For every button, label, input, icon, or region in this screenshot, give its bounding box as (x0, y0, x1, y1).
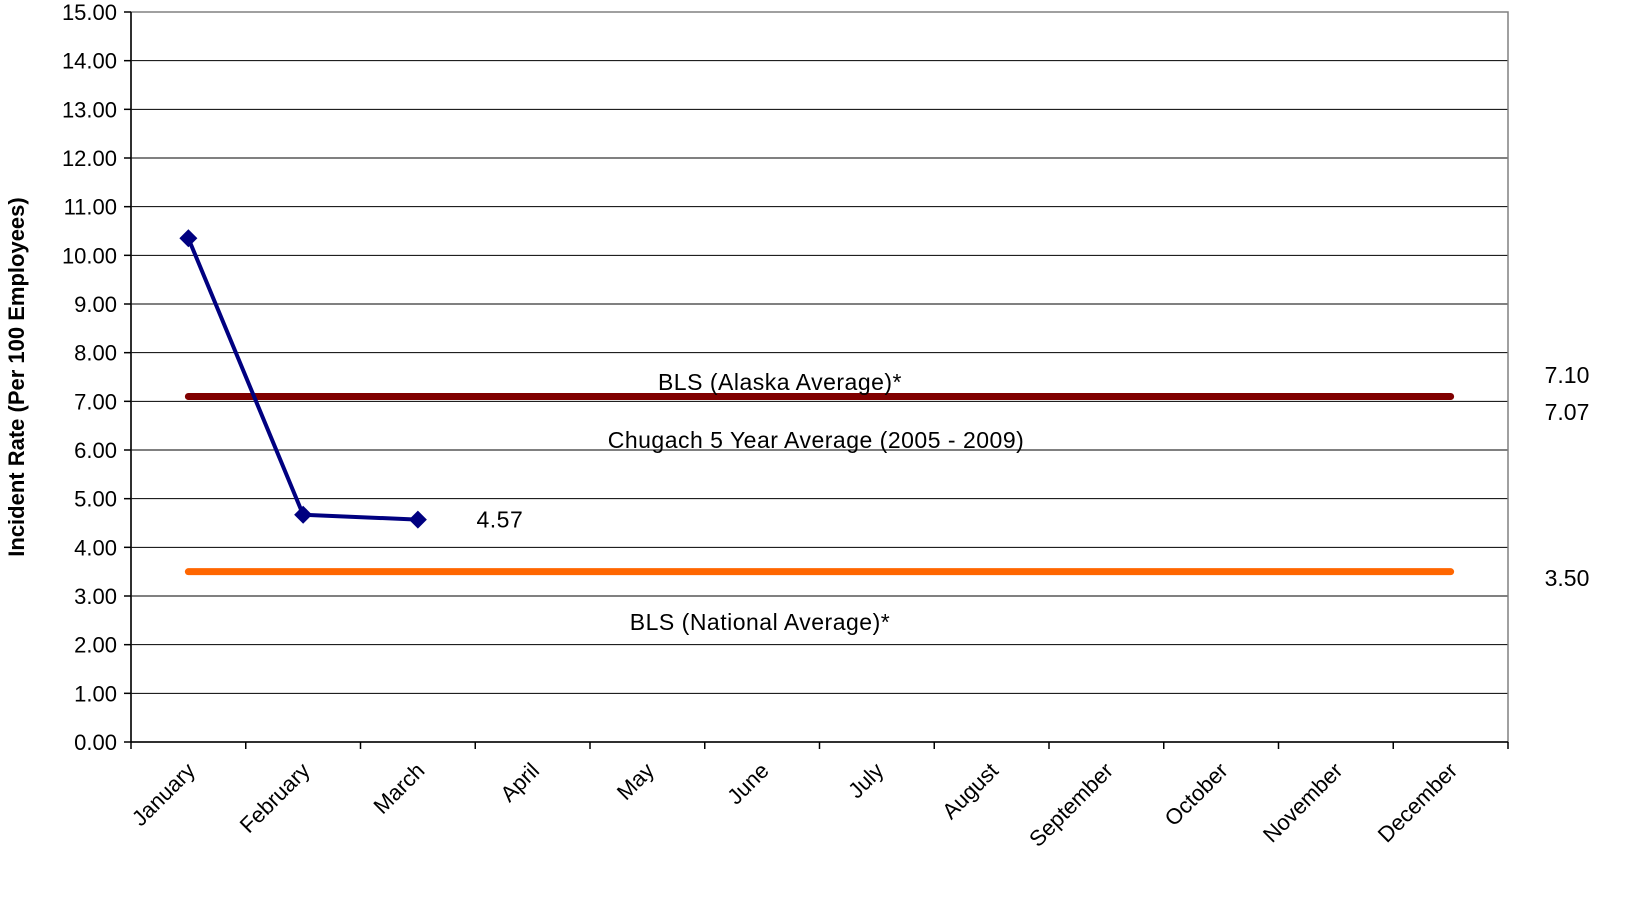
y-tick-label: 3.00 (74, 584, 117, 609)
y-tick-label: 14.00 (62, 49, 117, 74)
y-axis-ticks: 0.00 1.00 2.00 3.00 4.00 5.00 6.00 7.00 8.00 9.00… (62, 0, 131, 755)
annotation-layer: BLS (Alaska Average)* Chugach 5 Year Aver… (476, 362, 1589, 635)
y-tick-label: 10.00 (62, 243, 117, 268)
y-tick-label: 6.00 (74, 438, 117, 463)
x-tick-label: May (612, 758, 659, 805)
y-tick-label: 8.00 (74, 341, 117, 366)
y-tick-label: 11.00 (64, 195, 117, 220)
x-tick-label: August (937, 758, 1003, 824)
reference-value-label: 7.07 (1545, 399, 1590, 425)
series-line (186, 237, 418, 522)
x-tick-label: June (722, 758, 773, 809)
y-tick-label: 2.00 (74, 633, 117, 658)
y-tick-label: 12.00 (62, 146, 117, 171)
reference-line-label: BLS (Alaska Average)* (658, 369, 902, 395)
data-point (294, 505, 313, 524)
x-tick-label: November (1258, 758, 1347, 847)
gridlines (131, 11, 1508, 694)
reference-value-label: 3.50 (1545, 565, 1590, 591)
x-tick-label: February (235, 758, 315, 838)
y-tick-label: 13.00 (62, 97, 117, 122)
reference-lines (184, 392, 1455, 576)
data-label: 4.57 (476, 507, 523, 533)
data-point (408, 510, 427, 529)
x-axis-ticks: January February March April May June July Augu… (127, 742, 1509, 852)
y-tick-label: 15.00 (62, 0, 117, 25)
reference-value-label: 7.10 (1545, 362, 1590, 388)
x-tick-label: April (495, 758, 544, 807)
x-tick-label: September (1024, 758, 1118, 852)
reference-line-label: Chugach 5 Year Average (2005 - 2009) (608, 427, 1025, 453)
y-axis-title: Incident Rate (Per 100 Employees) (4, 197, 29, 556)
x-tick-label: July (843, 758, 888, 803)
y-tick-label: 9.00 (74, 292, 117, 317)
data-point (179, 229, 198, 248)
x-tick-label: October (1160, 758, 1233, 831)
x-tick-label: January (127, 758, 200, 831)
series-layer (179, 229, 427, 529)
x-tick-label: March (369, 758, 430, 819)
x-tick-label: December (1373, 758, 1462, 847)
y-tick-label: 0.00 (74, 730, 117, 755)
y-tick-label: 1.00 (74, 681, 117, 706)
reference-line-label: BLS (National Average)* (630, 609, 890, 635)
y-tick-label: 5.00 (74, 487, 117, 512)
y-tick-label: 7.00 (74, 389, 117, 414)
y-tick-label: 4.00 (74, 535, 117, 560)
